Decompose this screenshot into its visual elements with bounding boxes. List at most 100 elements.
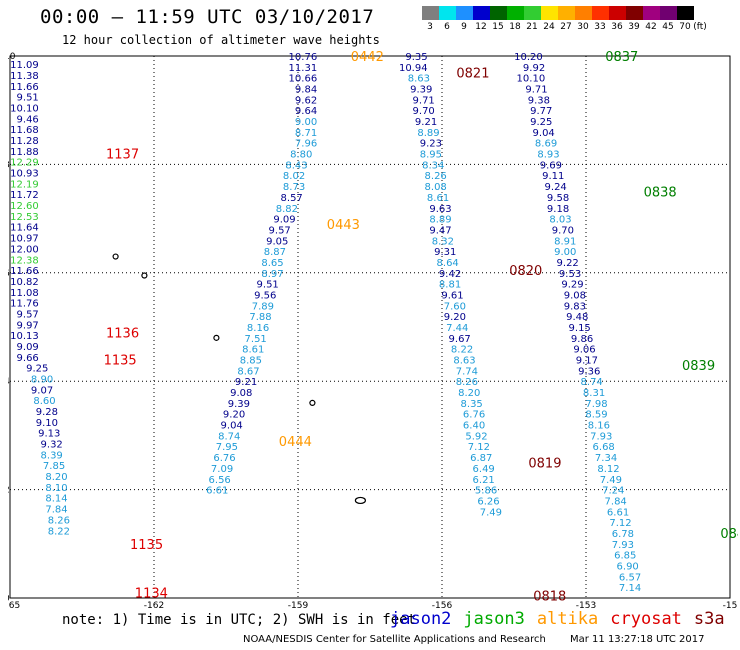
wave-height-value: 8.22 <box>48 526 70 537</box>
colorbar-swatch <box>677 6 694 20</box>
pass-time-label: 0818 <box>533 589 566 604</box>
wave-height-value: 9.15 <box>569 323 591 334</box>
wave-height-value: 8.20 <box>45 472 67 483</box>
pass-time-label: 0821 <box>456 66 489 81</box>
wave-height-value: 8.26 <box>425 171 447 182</box>
wave-height-value: 9.18 <box>547 204 569 215</box>
colorbar-tick-label: 21 <box>526 22 538 32</box>
wave-height-value: 8.60 <box>33 396 55 407</box>
wave-height-value: 7.89 <box>252 301 274 312</box>
wave-height-value: 9.46 <box>17 114 39 125</box>
wave-height-value: 8.87 <box>264 247 286 258</box>
wave-height-value: 8.81 <box>439 280 461 291</box>
wave-height-value: 8.67 <box>237 366 259 377</box>
wave-height-value: 9.51 <box>257 280 279 291</box>
wave-height-value: 11.38 <box>10 71 39 82</box>
wave-height-value: 8.91 <box>554 236 576 247</box>
pass-time-label: 0839 <box>682 359 715 374</box>
wave-height-value: 9.70 <box>552 225 574 236</box>
wave-height-value: 9.86 <box>571 334 593 345</box>
wave-height-value: 10.20 <box>514 52 543 63</box>
wave-height-value: 10.76 <box>289 52 318 63</box>
wave-height-value: 10.13 <box>10 331 39 342</box>
wave-height-value: 7.49 <box>480 507 502 518</box>
wave-height-value: 9.32 <box>41 440 63 451</box>
wave-height-value: 9.25 <box>26 364 48 375</box>
wave-height-map: -165 -162 -159 -156 -153 -15 0 2 4 6 8 1011.0911.38… <box>8 50 738 608</box>
wave-height-value: 7.93 <box>612 540 634 551</box>
wave-height-value: 7.93 <box>590 431 612 442</box>
wave-height-value: 6.49 <box>473 464 495 475</box>
x-tick-label: -165 <box>8 601 20 608</box>
wave-height-value: 9.24 <box>545 182 567 193</box>
wave-height-value: 9.67 <box>449 334 471 345</box>
wave-height-value: 9.51 <box>17 93 39 104</box>
wave-height-value: 9.06 <box>573 345 595 356</box>
legend-item-altika: altika <box>536 609 599 629</box>
colorbar-tick-label: 12 <box>475 22 487 32</box>
wave-height-value: 7.24 <box>602 486 624 497</box>
wave-height-value: 9.09 <box>17 342 39 353</box>
wave-height-value: 8.57 <box>281 193 303 204</box>
wave-height-value: 9.00 <box>554 247 576 258</box>
wave-height-value: 7.12 <box>468 442 490 453</box>
wave-height-value: 7.60 <box>444 301 466 312</box>
island-outline <box>112 253 119 260</box>
wave-height-value: 9.31 <box>434 247 456 258</box>
wave-height-value: 9.48 <box>566 312 588 323</box>
wave-height-value: 9.25 <box>530 117 552 128</box>
colorbar-swatch <box>507 6 524 20</box>
y-tick-label: 4 <box>8 377 10 387</box>
wave-height-value: 10.10 <box>517 74 546 85</box>
wave-height-value: 9.29 <box>561 280 583 291</box>
wave-height-value: 12.29 <box>10 158 39 169</box>
x-tick-label: -156 <box>432 601 453 608</box>
wave-height-value: 12.19 <box>10 179 39 190</box>
wave-height-value: 11.88 <box>10 147 39 158</box>
wave-height-value: 11.08 <box>10 288 39 299</box>
wave-height-value: 6.21 <box>473 475 495 486</box>
wave-height-value: 11.09 <box>10 60 39 71</box>
colorbar-tick-label: 45 <box>662 22 674 32</box>
wave-height-value: 9.84 <box>295 85 317 96</box>
wave-height-value: 9.83 <box>564 301 586 312</box>
x-tick-label: -162 <box>144 601 164 608</box>
wave-height-value: 12.53 <box>10 212 39 223</box>
colorbar-swatch <box>439 6 456 20</box>
wave-height-value: 11.28 <box>10 136 39 147</box>
colorbar-swatch <box>609 6 626 20</box>
pass-time-label: 0443 <box>327 218 360 233</box>
wave-height-value: 8.02 <box>283 171 305 182</box>
colorbar-tick-label: 24 <box>543 22 555 32</box>
wave-height-value: 8.71 <box>295 128 317 139</box>
wave-height-value: 8.31 <box>583 388 605 399</box>
pass-time-label: 1136 <box>106 326 139 341</box>
footer-note: note: 1) Time is in UTC; 2) SWH is in fe… <box>62 612 417 628</box>
wave-height-value: 9.69 <box>540 160 562 171</box>
wave-height-value: 11.68 <box>10 125 39 136</box>
wave-height-value: 7.49 <box>600 475 622 486</box>
wave-height-value: 9.61 <box>441 290 463 301</box>
legend-item-jason2: jason2 <box>390 609 452 629</box>
wave-height-value: 9.17 <box>576 356 598 367</box>
wave-height-value: 9.07 <box>31 385 53 396</box>
pass-time-label: 1137 <box>106 148 139 163</box>
wave-height-value: 7.98 <box>585 399 607 410</box>
wave-height-value: 6.40 <box>463 421 485 432</box>
wave-height-value: 10.82 <box>10 277 39 288</box>
wave-height-value: 9.21 <box>235 377 257 388</box>
wave-height-value: 8.35 <box>461 399 483 410</box>
y-tick-label: 6 <box>8 269 10 279</box>
wave-height-value: 7.14 <box>619 583 641 594</box>
wave-height-value: 8.16 <box>588 421 610 432</box>
wave-height-value: 11.66 <box>10 82 39 93</box>
colorbar-tick-label: 6 <box>444 22 450 32</box>
wave-height-value: 9.13 <box>38 429 60 440</box>
wave-height-value: 8.74 <box>218 431 240 442</box>
x-tick-label: -153 <box>576 601 596 608</box>
wave-height-value: 11.66 <box>10 266 39 277</box>
wave-height-value: 11.31 <box>289 63 318 74</box>
wave-height-value: 6.90 <box>617 561 639 572</box>
wave-height-value: 9.22 <box>557 258 579 269</box>
wave-height-value: 8.63 <box>453 356 475 367</box>
